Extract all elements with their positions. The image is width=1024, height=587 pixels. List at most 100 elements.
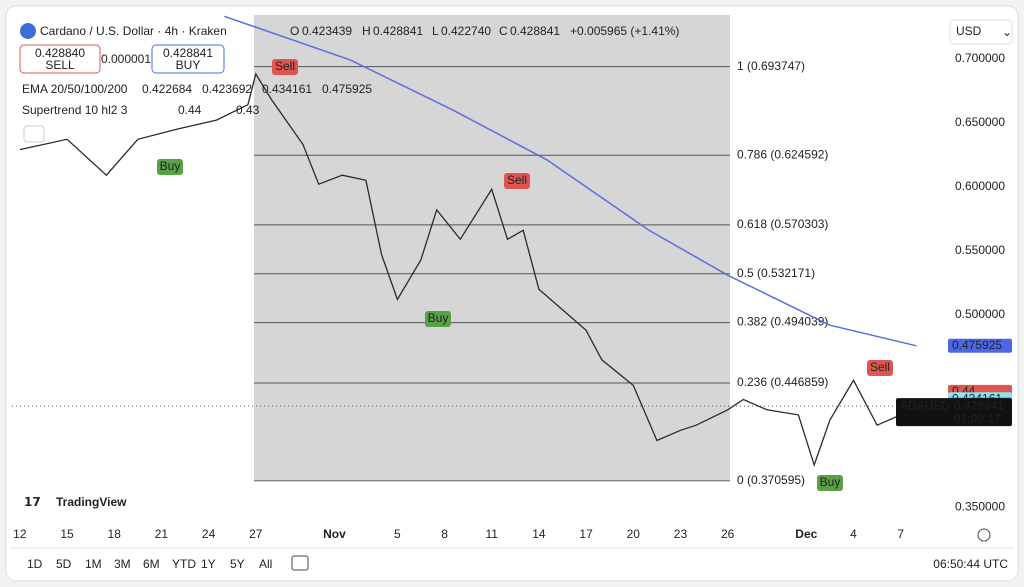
y-tick-label: 0.500000 [955, 307, 1005, 321]
y-tick-label: 0.350000 [955, 499, 1005, 513]
open: 0.423439 [302, 24, 352, 38]
sell-signal [272, 59, 298, 75]
price-line [19, 72, 917, 467]
plot: 1 (0.693747) 0.786 (0.624592) 0.618 (0.570… [19, 15, 917, 487]
x-tick-label: 27 [249, 527, 263, 541]
range-button[interactable]: 1M [85, 557, 102, 571]
calendar-icon[interactable] [291, 555, 309, 571]
buy-signal [425, 311, 451, 327]
ema-name: EMA 20/50/100/200 [22, 82, 128, 96]
last-symbol: ADAUSD [900, 398, 950, 412]
buy-signal-label: Buy [160, 159, 181, 173]
range-button[interactable]: 5D [56, 557, 72, 571]
range-button[interactable]: 6M [143, 557, 160, 571]
ema-value: 0.423692 [202, 82, 252, 96]
currency-select[interactable] [949, 19, 1013, 45]
sell-button[interactable] [19, 44, 101, 74]
fib-label: 0 (0.370595) [737, 473, 805, 487]
sell-price: 0.428840 [35, 46, 85, 60]
price-badge-label: 0.475925 [952, 338, 1002, 352]
st-name: Supertrend 10 hl2 3 [22, 103, 128, 117]
range-button[interactable]: 1D [27, 557, 43, 571]
fib-label: 0.5 (0.532171) [737, 266, 815, 280]
x-tick-label: 26 [721, 527, 735, 541]
x-tick-label: 14 [532, 527, 546, 541]
brand-logo: 𝟭𝟳 [24, 495, 41, 509]
range-button[interactable]: 3M [114, 557, 131, 571]
fib-label: 0.382 (0.494039) [737, 315, 828, 329]
y-tick-label: 0.600000 [955, 179, 1005, 193]
x-tick-label: 12 [13, 527, 27, 541]
high: 0.428841 [373, 24, 423, 38]
buy-label: BUY [176, 58, 201, 72]
spread: 0.000001 [101, 52, 151, 66]
buy-signal-label: Buy [820, 475, 841, 489]
st-value: 0.43 [236, 103, 260, 117]
clock: 06:50:44 UTC [933, 557, 1008, 571]
sell-signal [867, 360, 893, 376]
range-button[interactable]: All [259, 557, 272, 571]
x-tick-label: 21 [155, 527, 169, 541]
x-tick-label: 17 [579, 527, 593, 541]
h-label: H [362, 24, 371, 38]
dropdown-arrow: ⌄ [1002, 25, 1012, 39]
ema-value: 0.434161 [262, 82, 312, 96]
fib-label: 0.618 (0.570303) [737, 217, 828, 231]
price-badge [948, 338, 1012, 353]
x-tick-label: 20 [627, 527, 641, 541]
sell-signal-label: Sell [275, 59, 295, 73]
range-bar: 1D 5D 1M 3M 6M YTD 1Y 5Y All [27, 557, 272, 571]
x-tick-label: 8 [441, 527, 448, 541]
x-tick-label: Nov [323, 527, 346, 541]
x-tick-label: 18 [108, 527, 122, 541]
collapse-button[interactable] [23, 125, 45, 143]
sell-signal-label: Sell [870, 360, 890, 374]
c-label: C [499, 24, 508, 38]
x-tick-label: 11 [485, 527, 498, 541]
price-line [224, 15, 917, 347]
ema-value: 0.422684 [142, 82, 192, 96]
range-button[interactable]: YTD [172, 557, 196, 571]
y-tick-label: 0.700000 [955, 51, 1005, 65]
sell-label: SELL [45, 58, 75, 72]
o-label: O [290, 24, 299, 38]
st-value: 0.44 [178, 103, 202, 117]
x-tick-label: 24 [202, 527, 216, 541]
low: 0.422740 [441, 24, 491, 38]
symbol: Cardano / U.S. Dollar · 4h · Kraken [40, 24, 227, 38]
settings-icon[interactable] [977, 528, 991, 542]
ema-value: 0.475925 [322, 82, 372, 96]
x-tick-label: 7 [897, 527, 904, 541]
x-tick-label: 5 [394, 527, 401, 541]
range-button[interactable]: 5Y [230, 557, 245, 571]
buy-button[interactable] [151, 44, 225, 74]
coin-icon [20, 23, 36, 39]
l-label: L [432, 24, 439, 38]
x-tick-label: 23 [674, 527, 688, 541]
buy-signal [817, 475, 843, 491]
y-tick-label: 0.650000 [955, 115, 1005, 129]
fib-label: 1 (0.693747) [737, 59, 805, 73]
close: 0.428841 [510, 24, 560, 38]
selection-area [254, 15, 730, 480]
last-price: 0.428841 [954, 398, 1004, 412]
buy-signal-label: Buy [428, 311, 449, 325]
x-tick-label: Dec [795, 527, 817, 541]
sell-signal-label: Sell [507, 173, 527, 187]
range-button[interactable]: 1Y [201, 557, 216, 571]
buy-signal [157, 159, 183, 175]
x-tick-label: 4 [850, 527, 857, 541]
change: +0.005965 (+1.41%) [570, 24, 679, 38]
last-timer: 01:09:17 [954, 411, 1001, 425]
fib-label: 0.236 (0.446859) [737, 375, 828, 389]
last-badge [896, 398, 1012, 427]
y-tick-label: 0.550000 [955, 243, 1005, 257]
sell-signal [504, 173, 530, 189]
currency: USD [956, 24, 982, 38]
x-tick-label: 15 [60, 527, 74, 541]
buy-price: 0.428841 [163, 46, 213, 60]
brand: TradingView [56, 495, 127, 509]
fib-label: 0.786 (0.624592) [737, 147, 828, 161]
